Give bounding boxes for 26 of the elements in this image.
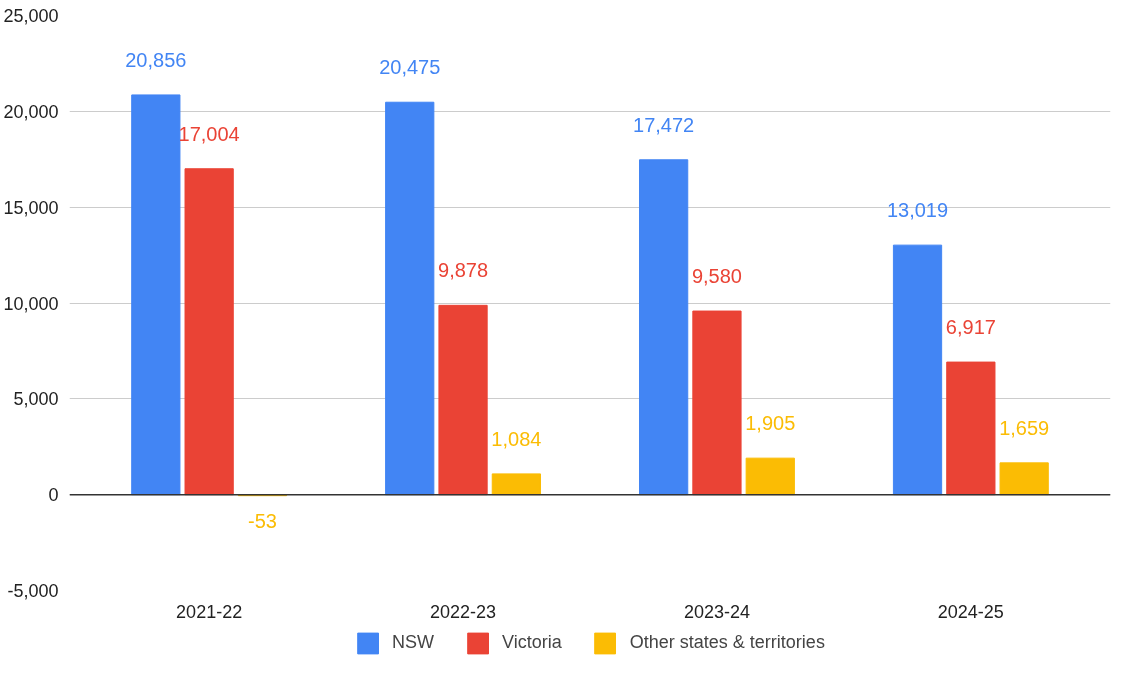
data-label: -53 <box>248 509 277 532</box>
data-label: 17,004 <box>178 122 240 145</box>
legend-label: Other states & territories <box>629 631 825 654</box>
y-tick-label: 15,000 <box>3 197 59 218</box>
x-tick-label: 2023-24 <box>683 601 750 622</box>
data-label: 1,084 <box>491 427 542 450</box>
data-label: 9,878 <box>438 259 489 282</box>
x-tick-label: 2024-25 <box>937 601 1004 622</box>
y-tick-label: 0 <box>48 485 59 506</box>
y-tick-label: -5,000 <box>7 581 59 601</box>
data-label: 9,580 <box>691 265 742 288</box>
data-label: 20,475 <box>379 56 441 79</box>
data-label: 6,917 <box>945 316 996 339</box>
legend-label: NSW <box>392 631 435 654</box>
data-label: 1,659 <box>999 416 1050 439</box>
y-tick-label: 25,000 <box>3 6 59 26</box>
y-tick-label: 20,000 <box>3 101 59 122</box>
x-tick-label: 2021-22 <box>176 601 243 622</box>
y-tick-label: 5,000 <box>13 389 59 410</box>
data-label: 17,472 <box>633 113 695 136</box>
x-tick-label: 2022-23 <box>430 601 497 622</box>
data-label: 20,856 <box>125 48 187 71</box>
y-tick-label: 10,000 <box>3 293 59 314</box>
legend-label: Victoria <box>502 631 562 654</box>
data-label: 1,905 <box>745 412 796 435</box>
data-label: 13,019 <box>886 199 949 222</box>
